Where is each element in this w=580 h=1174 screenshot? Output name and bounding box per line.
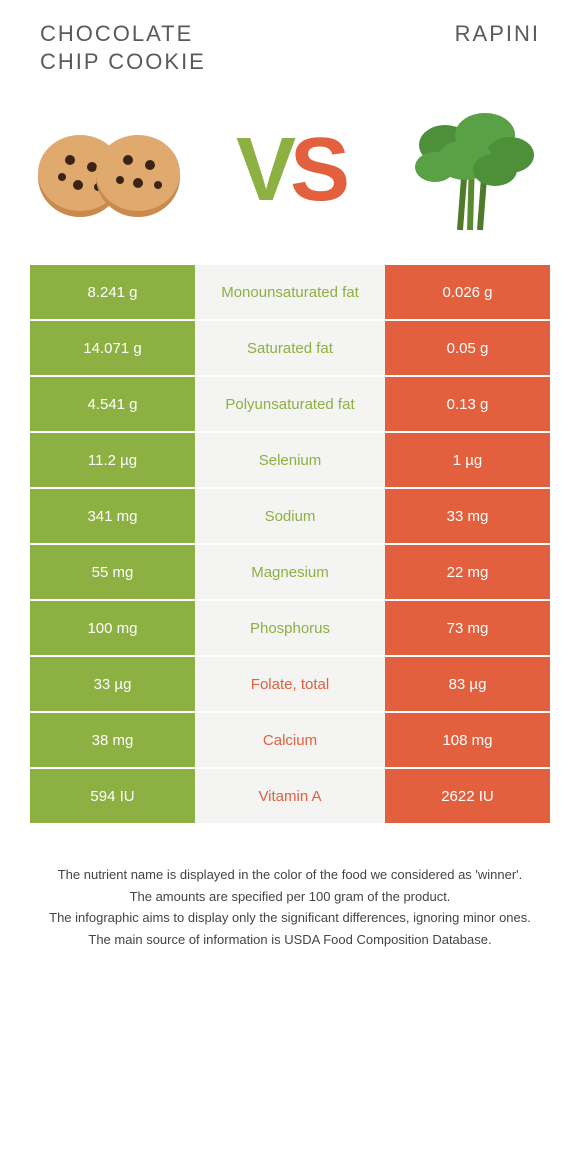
right-value: 33 mg — [385, 489, 550, 543]
nutrient-label: Magnesium — [195, 545, 385, 599]
nutrient-label: Selenium — [195, 433, 385, 487]
left-value: 33 µg — [30, 657, 195, 711]
rapini-image — [390, 105, 550, 235]
left-value: 594 IU — [30, 769, 195, 823]
left-value: 8.241 g — [30, 265, 195, 319]
footnote-line: The infographic aims to display only the… — [30, 908, 550, 928]
table-row: 8.241 gMonounsaturated fat0.026 g — [30, 265, 550, 319]
nutrient-table: 8.241 gMonounsaturated fat0.026 g14.071 … — [0, 265, 580, 823]
table-row: 38 mgCalcium108 mg — [30, 713, 550, 767]
right-food-title: RAPINI — [320, 20, 540, 75]
nutrient-label: Monounsaturated fat — [195, 265, 385, 319]
nutrient-label: Saturated fat — [195, 321, 385, 375]
table-row: 14.071 gSaturated fat0.05 g — [30, 321, 550, 375]
table-row: 594 IUVitamin A2622 IU — [30, 769, 550, 823]
header: CHOCOLATE CHIP COOKIE RAPINI — [0, 0, 580, 85]
cookie-image — [30, 105, 190, 235]
left-value: 100 mg — [30, 601, 195, 655]
vs-s: S — [290, 120, 344, 220]
nutrient-label: Phosphorus — [195, 601, 385, 655]
table-row: 4.541 gPolyunsaturated fat0.13 g — [30, 377, 550, 431]
left-value: 4.541 g — [30, 377, 195, 431]
table-row: 11.2 µgSelenium1 µg — [30, 433, 550, 487]
vs-label: VS — [236, 125, 344, 215]
right-value: 2622 IU — [385, 769, 550, 823]
right-value: 1 µg — [385, 433, 550, 487]
vs-v: V — [236, 120, 290, 220]
table-row: 55 mgMagnesium22 mg — [30, 545, 550, 599]
footnotes: The nutrient name is displayed in the co… — [0, 825, 580, 949]
hero-row: VS — [0, 85, 580, 265]
nutrient-label: Folate, total — [195, 657, 385, 711]
nutrient-label: Calcium — [195, 713, 385, 767]
left-food-title: CHOCOLATE CHIP COOKIE — [40, 20, 260, 75]
left-value: 341 mg — [30, 489, 195, 543]
left-value: 55 mg — [30, 545, 195, 599]
left-value: 38 mg — [30, 713, 195, 767]
right-value: 108 mg — [385, 713, 550, 767]
right-value: 73 mg — [385, 601, 550, 655]
left-value: 14.071 g — [30, 321, 195, 375]
footnote-line: The nutrient name is displayed in the co… — [30, 865, 550, 885]
footnote-line: The amounts are specified per 100 gram o… — [30, 887, 550, 907]
right-value: 0.026 g — [385, 265, 550, 319]
right-value: 0.13 g — [385, 377, 550, 431]
right-value: 22 mg — [385, 545, 550, 599]
nutrient-label: Vitamin A — [195, 769, 385, 823]
nutrient-label: Sodium — [195, 489, 385, 543]
table-row: 33 µgFolate, total83 µg — [30, 657, 550, 711]
table-row: 341 mgSodium33 mg — [30, 489, 550, 543]
nutrient-label: Polyunsaturated fat — [195, 377, 385, 431]
right-value: 0.05 g — [385, 321, 550, 375]
footnote-line: The main source of information is USDA F… — [30, 930, 550, 950]
left-value: 11.2 µg — [30, 433, 195, 487]
table-row: 100 mgPhosphorus73 mg — [30, 601, 550, 655]
right-value: 83 µg — [385, 657, 550, 711]
